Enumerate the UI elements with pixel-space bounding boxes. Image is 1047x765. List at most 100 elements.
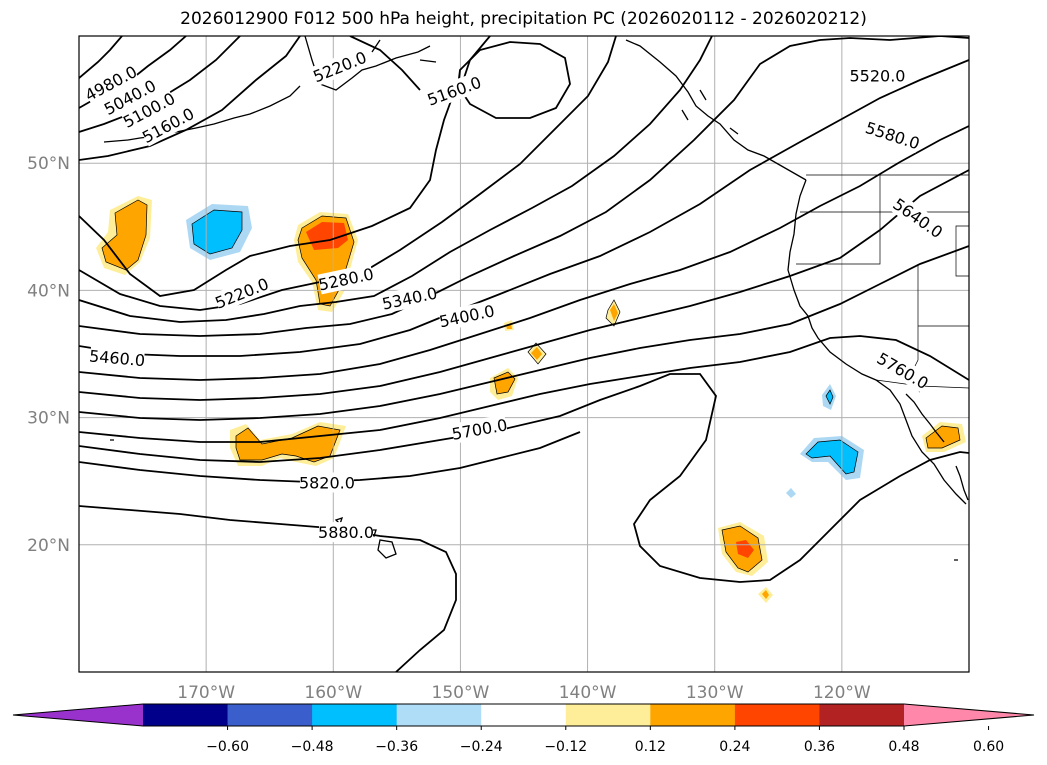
- precip-outline: [297, 215, 355, 307]
- mexico-gulf-coastline: [955, 465, 969, 501]
- contour-5340: [79, 36, 713, 323]
- contour-label-bg: [850, 65, 905, 86]
- colorbar-tick-label: −0.24: [460, 739, 503, 755]
- precip-outline: [721, 525, 763, 573]
- height-contours: [79, 36, 969, 672]
- precipitation-outlines: [101, 199, 961, 573]
- contour-5820: [79, 431, 581, 483]
- latitude-label: 20°N: [27, 536, 70, 556]
- colorbar-extend-low: [13, 704, 143, 726]
- contour-label: 5640.0: [889, 194, 946, 242]
- precip-outline: [235, 425, 341, 463]
- colorbar-segment: [227, 704, 313, 726]
- contour-4980: [79, 36, 123, 79]
- precip-outline: [605, 299, 621, 327]
- contour-label: 5820.0: [299, 472, 355, 493]
- contour-label-bg: [381, 282, 439, 314]
- contour-label-text: 5640.0: [889, 194, 946, 242]
- contour-5400: [79, 36, 969, 337]
- west-coast-north-america: [787, 179, 967, 505]
- colorbar-tick-label: −0.12: [544, 739, 587, 755]
- alaska-coastline: [103, 36, 437, 143]
- contour-label-text: 5760.0: [874, 349, 932, 393]
- contour-label: 5160.0: [425, 72, 484, 110]
- contour-5160-west: [79, 36, 301, 161]
- contour-label-text: 5580.0: [863, 118, 922, 153]
- contour-5220-north: [349, 36, 421, 91]
- contour-label-text: 5700.0: [450, 415, 508, 443]
- contour-label-bg: [139, 103, 197, 147]
- colorbar-tick-label: 0.12: [635, 739, 666, 755]
- latitude-label: 40°N: [27, 281, 70, 301]
- contour-label-bg: [101, 75, 159, 119]
- contour-label-text: 5160.0: [425, 73, 484, 110]
- contour-5880: [79, 505, 457, 672]
- contour-label-text: 5880.0: [318, 523, 374, 542]
- precip-blob: [610, 304, 618, 321]
- latitude-label: 50°N: [27, 154, 70, 174]
- precip-outline: [493, 371, 516, 395]
- contour-label: 5700.0: [450, 414, 509, 444]
- contour-label: 5340.0: [380, 282, 439, 314]
- colorbar-tick-label: −0.60: [206, 739, 249, 755]
- contour-label-bg: [451, 414, 508, 444]
- contour-label-bg: [89, 345, 145, 371]
- precip-outline: [825, 389, 834, 405]
- colorbar-tick-label: −0.48: [291, 739, 334, 755]
- colorbar-extend-high: [904, 704, 1034, 726]
- contour-label-text: 5820.0: [299, 473, 355, 492]
- contour-5280: [79, 36, 617, 311]
- map-title: 2026012900 F012 500 hPa height, precipit…: [180, 9, 867, 29]
- colorbar-tick-label: 0.36: [804, 739, 835, 755]
- contour-label-bg: [120, 88, 178, 132]
- colorbar: −0.60 −0.48 −0.36 −0.24 −0.12 0.12 0.24 0.36 0.4…: [12, 703, 1035, 755]
- gridlines: [79, 36, 969, 672]
- colorbar-segment: [819, 704, 905, 726]
- contour-label-bg: [874, 348, 932, 393]
- contour-label-text: 5220.0: [310, 48, 369, 87]
- longitude-label: 150°W: [432, 683, 490, 703]
- colorbar-segment: [481, 704, 567, 726]
- contour-label: 5760.0: [874, 348, 932, 393]
- contour-label-bg: [890, 194, 946, 242]
- colorbar-tick-label: 0.60: [973, 739, 1004, 755]
- contour-label: 5400.0: [438, 300, 497, 332]
- longitude-label: 120°W: [813, 683, 871, 703]
- contour-label-bg: [317, 263, 375, 295]
- colorbar-segment: [650, 704, 736, 726]
- colorbar-segment: [143, 704, 229, 726]
- precip-blob: [531, 347, 542, 360]
- contour-5580: [79, 169, 969, 401]
- contour-label-bg: [319, 522, 373, 543]
- contour-label-text: 5460.0: [88, 346, 145, 370]
- contour-label: 5220.0: [310, 47, 369, 87]
- precip-blob: [192, 210, 242, 254]
- latitude-labels: 20°N 30°N 40°N 50°N: [27, 154, 70, 556]
- contour-label-bg: [863, 117, 922, 154]
- precip-outline: [925, 425, 961, 449]
- contour-label: 5460.0: [88, 345, 146, 370]
- precip-blob: [762, 590, 769, 599]
- longitude-label: 140°W: [559, 683, 617, 703]
- misc-islands: [110, 439, 958, 561]
- contour-label-text: 5220.0: [212, 274, 271, 313]
- longitude-label: 170°W: [177, 683, 235, 703]
- contour-5760: [79, 373, 969, 583]
- contour-label-bg: [425, 72, 483, 110]
- colorbar-segment: [312, 704, 398, 726]
- colorbar-tick-label: −0.36: [375, 739, 418, 755]
- longitude-labels: 170°W 160°W 150°W 140°W 130°W 120°W: [177, 683, 871, 703]
- contour-label-bg: [212, 273, 271, 313]
- colorbar-outline: [12, 703, 1035, 727]
- contour-5520: [79, 125, 969, 381]
- colorbar-segment: [396, 704, 482, 726]
- contour-5640: [79, 245, 969, 421]
- contour-label-text: 5400.0: [438, 301, 497, 331]
- precip-blob: [926, 426, 960, 448]
- contour-label: 5580.0: [863, 117, 922, 153]
- precip-blob: [786, 488, 796, 498]
- contour-label-bg: [438, 300, 496, 332]
